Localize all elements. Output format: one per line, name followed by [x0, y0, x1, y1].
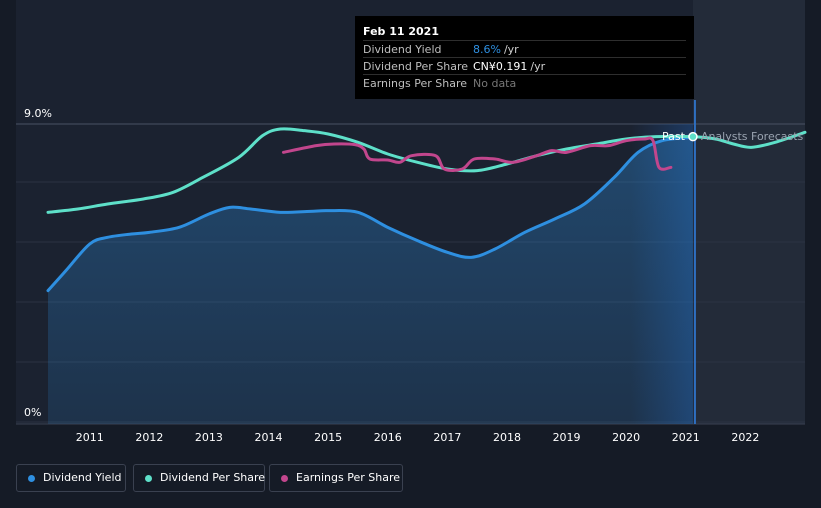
x-tick-label: 2022: [731, 431, 759, 444]
x-tick-label: 2020: [612, 431, 640, 444]
tooltip-label: Dividend Yield: [363, 43, 442, 56]
tooltip-value: 8.6%/yr: [473, 43, 519, 56]
tooltip-unit: /yr: [530, 60, 546, 73]
tooltip-value: CN¥0.191/yr: [473, 60, 545, 73]
tooltip-label: Earnings Per Share: [363, 77, 468, 90]
x-tick-label: 2015: [314, 431, 342, 444]
tooltip-value-text: 8.6%: [473, 43, 501, 56]
x-tick-label: 2011: [76, 431, 104, 444]
x-tick-label: 2021: [672, 431, 700, 444]
current-marker[interactable]: [688, 131, 698, 142]
forecast-region: [692, 0, 805, 424]
x-tick-label: 2016: [374, 431, 402, 444]
legend-dot-icon: [281, 475, 288, 482]
tooltip-row-earnings-per-share: Earnings Per Share No data: [363, 74, 686, 92]
earnings-per-share-line: [281, 136, 673, 172]
tooltip-value: No data: [473, 77, 519, 90]
tooltip-value-text: No data: [473, 77, 517, 90]
x-tick-label: 2012: [135, 431, 163, 444]
x-tick-label: 2014: [255, 431, 283, 444]
y-axis-bottom-label: 0%: [24, 406, 41, 419]
dividend-per-share-line: [46, 127, 807, 214]
tooltip-row-dividend-per-share: Dividend Per Share CN¥0.191/yr: [363, 57, 686, 75]
x-tick-label: 2019: [553, 431, 581, 444]
legend-label: Dividend Per Share: [160, 471, 266, 484]
x-tick-label: 2017: [433, 431, 461, 444]
dividend-yield-line: [46, 135, 695, 293]
legend-dot-icon: [145, 475, 152, 482]
legend-item-dividend-yield[interactable]: Dividend Yield: [16, 464, 126, 492]
tooltip-label: Dividend Per Share: [363, 60, 469, 73]
tooltip-date: Feb 11 2021: [363, 25, 439, 38]
tooltip-value-text: CN¥0.191: [473, 60, 528, 73]
legend-dot-icon: [28, 475, 35, 482]
legend-item-dividend-per-share[interactable]: Dividend Per Share: [133, 464, 265, 492]
legend-item-earnings-per-share[interactable]: Earnings Per Share: [269, 464, 403, 492]
forecast-label: Analysts Forecasts: [701, 130, 804, 143]
tooltip-unit: /yr: [503, 43, 519, 56]
legend-label: Dividend Yield: [43, 471, 122, 484]
x-axis-ticks: 2011 2012 2013 2014 2015 2016 2017 2018 2019 2020…: [76, 431, 760, 444]
tooltip-row-dividend-yield: Dividend Yield 8.6%/yr: [363, 40, 686, 58]
dividend-yield-area: [48, 137, 693, 425]
series-layer: [46, 127, 807, 425]
y-axis-top-label: 9.0%: [24, 107, 52, 120]
past-label: Past: [662, 130, 686, 143]
x-tick-label: 2018: [493, 431, 521, 444]
x-tick-label: 2013: [195, 431, 223, 444]
legend-label: Earnings Per Share: [296, 471, 401, 484]
tooltip: Feb 11 2021 Dividend Yield 8.6%/yr Divid…: [355, 16, 694, 99]
